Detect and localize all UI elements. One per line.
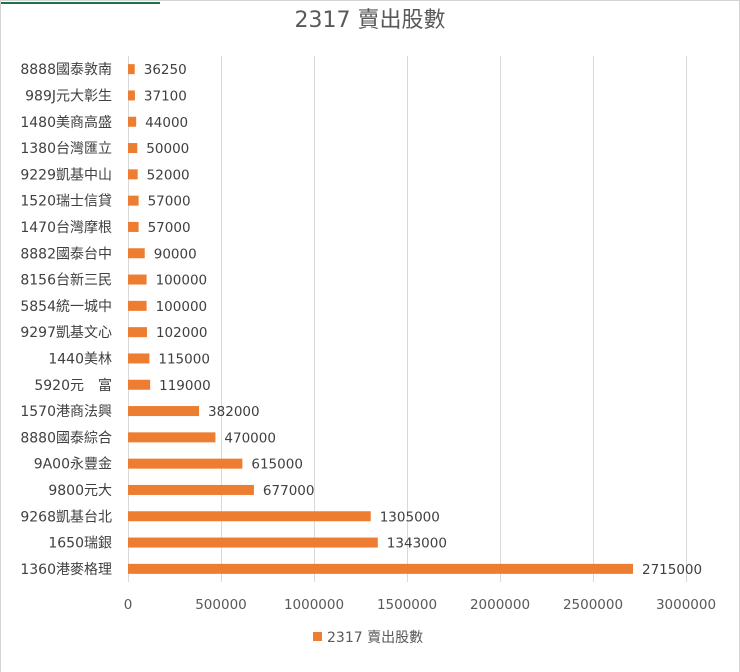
category-label: 1650瑞銀 <box>48 536 112 552</box>
data-label: 1305000 <box>380 509 440 525</box>
x-tick-label: 2000000 <box>470 597 530 613</box>
x-tick-label: 3000000 <box>656 597 716 613</box>
data-label: 100000 <box>156 273 208 289</box>
bar[interactable] <box>128 327 147 338</box>
grid-layer <box>128 56 687 582</box>
category-label: 9800元大 <box>48 483 112 499</box>
bar[interactable] <box>128 458 243 469</box>
bar[interactable] <box>128 432 216 443</box>
bar[interactable] <box>128 300 147 311</box>
x-tick-label: 1500000 <box>377 597 437 613</box>
data-labels: 36250 37100 44000 50000 52000 57000 57000 90000… <box>144 62 702 578</box>
category-labels: 8888國泰敦南 989J元大彰生 1480美商高盛 1380台灣匯立 9229凱基中山… <box>20 62 112 578</box>
bar[interactable] <box>128 484 254 495</box>
data-label: 470000 <box>224 430 276 446</box>
bar[interactable] <box>128 274 147 285</box>
data-label: 50000 <box>146 141 189 157</box>
bar[interactable] <box>128 248 145 259</box>
data-label: 382000 <box>208 404 260 420</box>
category-label: 5854統一城中 <box>20 299 112 315</box>
data-label: 115000 <box>158 351 210 367</box>
data-label: 677000 <box>263 483 315 499</box>
x-tick-label: 0 <box>124 597 133 613</box>
bar[interactable] <box>128 353 150 364</box>
category-label: 1520瑞士信貸 <box>20 194 112 210</box>
x-tick-label: 1000000 <box>284 597 344 613</box>
bar[interactable] <box>128 90 135 101</box>
bar[interactable] <box>128 221 139 232</box>
bar[interactable] <box>128 116 137 127</box>
category-label: 8888國泰敦南 <box>20 62 112 78</box>
category-label: 1480美商高盛 <box>20 114 112 131</box>
bar[interactable] <box>128 511 371 522</box>
bar[interactable] <box>128 143 138 154</box>
category-label: 9268凱基台北 <box>20 508 112 525</box>
category-label: 8156台新三民 <box>20 273 112 289</box>
data-label: 119000 <box>159 378 211 394</box>
data-label: 37100 <box>144 88 187 104</box>
data-label: 1343000 <box>387 536 447 552</box>
bar[interactable] <box>128 169 138 180</box>
data-label: 615000 <box>251 457 303 473</box>
bar[interactable] <box>128 406 200 417</box>
bar[interactable] <box>128 64 135 75</box>
x-tick-label: 500000 <box>195 597 247 613</box>
data-label: 52000 <box>147 167 190 183</box>
data-label: 44000 <box>145 115 188 131</box>
legend[interactable]: 2317 賣出股數 <box>313 630 423 646</box>
category-label: 8882國泰台中 <box>20 246 112 262</box>
category-label: 1360港麥格理 <box>20 562 112 578</box>
category-label: 9A00永豐金 <box>34 457 112 473</box>
legend-label: 2317 賣出股數 <box>327 630 423 646</box>
data-label: 90000 <box>154 246 197 262</box>
category-label: 1380台灣匯立 <box>20 141 112 157</box>
bar[interactable] <box>128 537 378 548</box>
data-label: 102000 <box>156 325 208 341</box>
category-label: 989J元大彰生 <box>25 87 112 104</box>
bar[interactable] <box>128 379 151 390</box>
bar[interactable] <box>128 563 633 574</box>
chart-title: 2317 賣出股數 <box>295 8 446 33</box>
category-label: 1570港商法興 <box>20 404 112 420</box>
data-label: 100000 <box>156 299 208 315</box>
category-label: 9297凱基文心 <box>20 324 112 341</box>
data-label: 57000 <box>148 220 191 236</box>
category-label: 1440美林 <box>48 351 112 367</box>
category-label: 5920元 富 <box>34 377 112 394</box>
category-label: 8880國泰綜合 <box>20 430 112 446</box>
x-axis-tick-labels: 0 500000 1000000 1500000 2000000 2500000 30000… <box>124 597 716 613</box>
data-label: 57000 <box>148 194 191 210</box>
bar[interactable] <box>128 195 139 206</box>
x-tick-label: 2500000 <box>563 597 623 613</box>
data-label: 2715000 <box>642 562 702 578</box>
legend-swatch <box>313 632 322 641</box>
category-label: 1470台灣摩根 <box>20 219 112 236</box>
data-label: 36250 <box>144 62 187 78</box>
bars-layer <box>128 64 633 574</box>
category-label: 9229凱基中山 <box>20 166 112 183</box>
